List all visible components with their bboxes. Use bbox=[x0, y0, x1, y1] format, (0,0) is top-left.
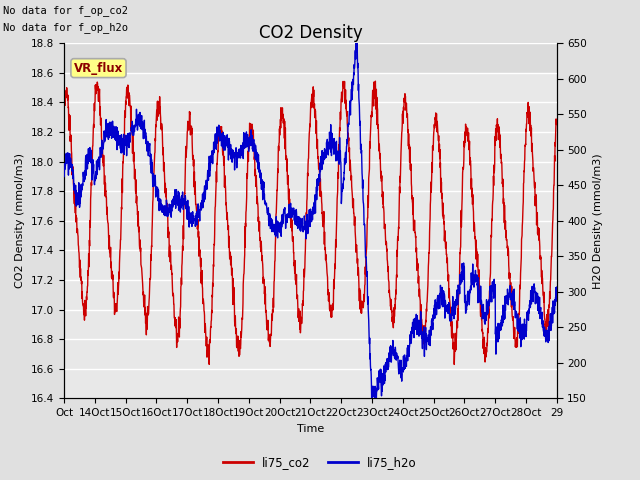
X-axis label: Time: Time bbox=[297, 424, 324, 433]
Text: VR_flux: VR_flux bbox=[74, 61, 123, 74]
Legend: li75_co2, li75_h2o: li75_co2, li75_h2o bbox=[218, 452, 422, 474]
Text: No data for f_op_co2: No data for f_op_co2 bbox=[3, 5, 128, 16]
Text: No data for f_op_h2o: No data for f_op_h2o bbox=[3, 22, 128, 33]
Bar bbox=[64, 43, 557, 73]
Title: CO2 Density: CO2 Density bbox=[259, 24, 362, 42]
Y-axis label: H2O Density (mmol/m3): H2O Density (mmol/m3) bbox=[593, 153, 602, 288]
Y-axis label: CO2 Density (mmol/m3): CO2 Density (mmol/m3) bbox=[15, 153, 26, 288]
